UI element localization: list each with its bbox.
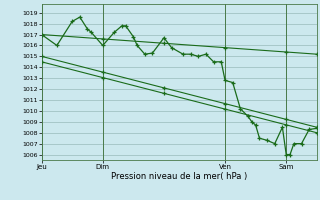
X-axis label: Pression niveau de la mer( hPa ): Pression niveau de la mer( hPa ) (111, 172, 247, 181)
